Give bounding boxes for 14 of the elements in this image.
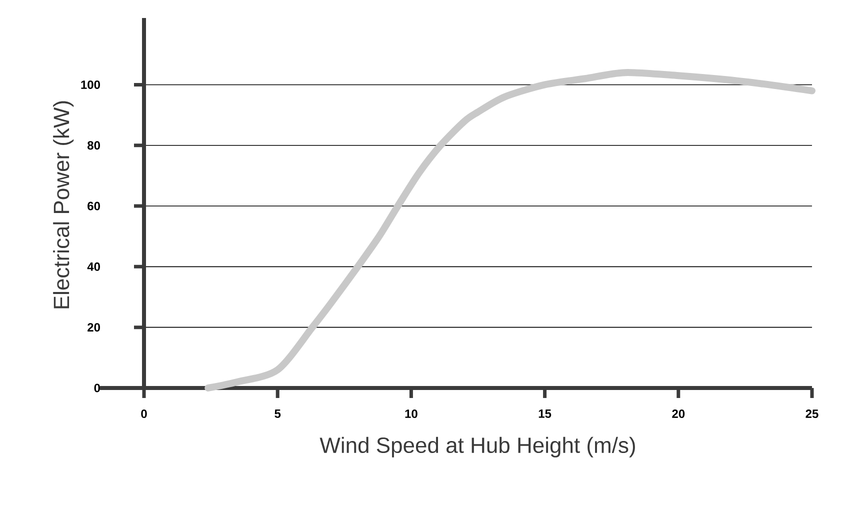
y-tick-label: 60 [88, 202, 100, 210]
x-tick-label: 20 [672, 410, 685, 418]
y-tick-label: 100 [81, 80, 100, 89]
y-tick-label: 80 [88, 141, 100, 150]
x-tick-label: 25 [806, 410, 818, 418]
y-tick-label: 0 [94, 384, 100, 392]
x-tick-label: 0 [141, 410, 147, 418]
y-axis-title: Electrical Power (kW) [53, 101, 74, 308]
y-tick-label: 20 [88, 323, 100, 332]
y-tick-label: 40 [87, 262, 100, 271]
x-tick-label: 5 [274, 410, 281, 418]
x-tick-label: 10 [405, 410, 418, 418]
x-tick-label: 15 [538, 410, 552, 418]
x-axis-title: Wind Speed at Hub Height (m/s) [320, 436, 635, 458]
